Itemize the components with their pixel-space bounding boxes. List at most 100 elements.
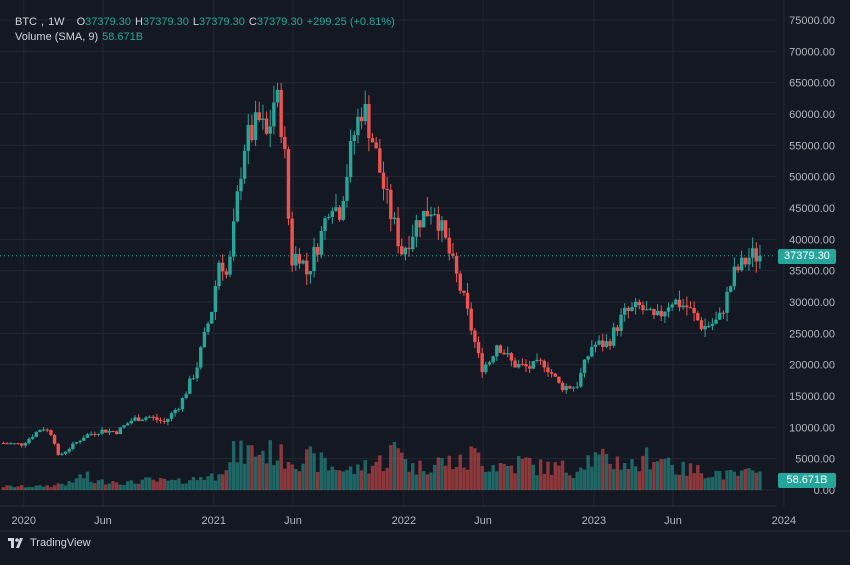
candle-body [491, 356, 495, 363]
volume-bar [217, 474, 221, 490]
volume-bar [637, 471, 642, 490]
candle-body [356, 116, 360, 136]
candle-body [63, 451, 68, 454]
candle-body [626, 307, 631, 311]
candle-body [633, 301, 638, 307]
volume-bar [432, 464, 437, 490]
volume-bar [487, 471, 492, 490]
volume-bar [34, 485, 39, 490]
volume-bar [177, 478, 181, 490]
candle-body [473, 330, 477, 342]
y-tick-label: 30000.00 [789, 297, 835, 309]
volume-bar [191, 477, 196, 490]
candle-body [378, 148, 382, 173]
volume-bar [144, 477, 148, 490]
volume-bar [736, 475, 740, 490]
volume-bar [228, 462, 232, 490]
volume-bar [560, 460, 565, 490]
candle-body [593, 344, 598, 347]
volume-bar [641, 455, 645, 490]
volume-bar [308, 446, 313, 490]
candle-body [407, 247, 411, 250]
candle-body [261, 118, 265, 121]
volume-bar [352, 474, 356, 490]
volume-bar [374, 461, 378, 490]
candle-body [454, 255, 459, 274]
candle-body [162, 420, 166, 422]
candle-body [674, 299, 678, 305]
candle-body [506, 353, 510, 355]
candle-body [41, 429, 46, 431]
volume-bar [188, 480, 192, 490]
candle-body [242, 150, 247, 179]
volume-bar [122, 485, 126, 490]
candle-body [728, 286, 733, 292]
volume-bar [162, 478, 166, 490]
candle-body [582, 359, 587, 373]
volume-bar [381, 471, 386, 490]
candle-body [359, 116, 364, 122]
volume-bar [27, 487, 31, 490]
candle-body [484, 364, 488, 373]
volume-bar [56, 483, 60, 490]
volume-bar [12, 487, 17, 490]
candle-body [228, 256, 232, 275]
volume-bar [60, 483, 64, 490]
volume-bar [96, 480, 101, 490]
candle-body [458, 273, 462, 291]
high-label: H [135, 16, 143, 28]
candle-body [557, 376, 561, 383]
volume-bar [718, 471, 722, 490]
volume-bar [465, 469, 470, 490]
volume-bar [323, 457, 327, 490]
tradingview-logo[interactable]: TradingView [8, 537, 91, 549]
volume-bar [604, 453, 609, 490]
volume-bar [359, 470, 364, 490]
volume-bar [571, 478, 576, 490]
volume-bar [498, 462, 503, 490]
interval[interactable]: 1W [48, 16, 65, 28]
candle-body [418, 220, 422, 228]
candle-body [45, 429, 49, 431]
volume-bar [710, 476, 715, 490]
volume-bar [275, 460, 280, 490]
symbol[interactable]: BTC [15, 16, 37, 28]
y-tick-label: 5000.00 [795, 454, 835, 466]
candle-body [125, 423, 130, 426]
candle-body [480, 353, 484, 373]
volume-bar [513, 473, 517, 490]
candle-body [692, 307, 696, 314]
volume-bar [458, 454, 462, 490]
candle-body [699, 320, 704, 330]
volume-bar [597, 454, 601, 490]
candle-body [180, 397, 185, 410]
candle-body [305, 260, 309, 275]
volume-bar [140, 479, 144, 490]
candle-body [30, 436, 35, 439]
y-tick-label: 50000.00 [789, 172, 835, 184]
candle-body [509, 353, 514, 361]
candle-body [758, 255, 762, 262]
volume-bar [743, 469, 748, 490]
volume-bar [367, 473, 371, 490]
volume-bar [334, 469, 338, 490]
volume-bar [480, 465, 484, 490]
candle-body [115, 431, 119, 434]
volume-bar [82, 478, 86, 490]
volume-bar [732, 471, 737, 490]
candle-body [732, 266, 737, 287]
volume-bar [502, 464, 506, 490]
volume-bar [553, 462, 557, 490]
volume-bar [538, 459, 543, 490]
candle-body [677, 299, 682, 308]
volume-indicator-label[interactable]: Volume (SMA, 9) [15, 31, 99, 43]
candle-body [465, 292, 470, 309]
volume-bar [739, 470, 744, 490]
volume-bar [517, 456, 521, 490]
candle-body [575, 386, 579, 388]
volume-bar [593, 452, 598, 490]
volume-bar [220, 474, 225, 490]
close-label: C [248, 16, 257, 28]
